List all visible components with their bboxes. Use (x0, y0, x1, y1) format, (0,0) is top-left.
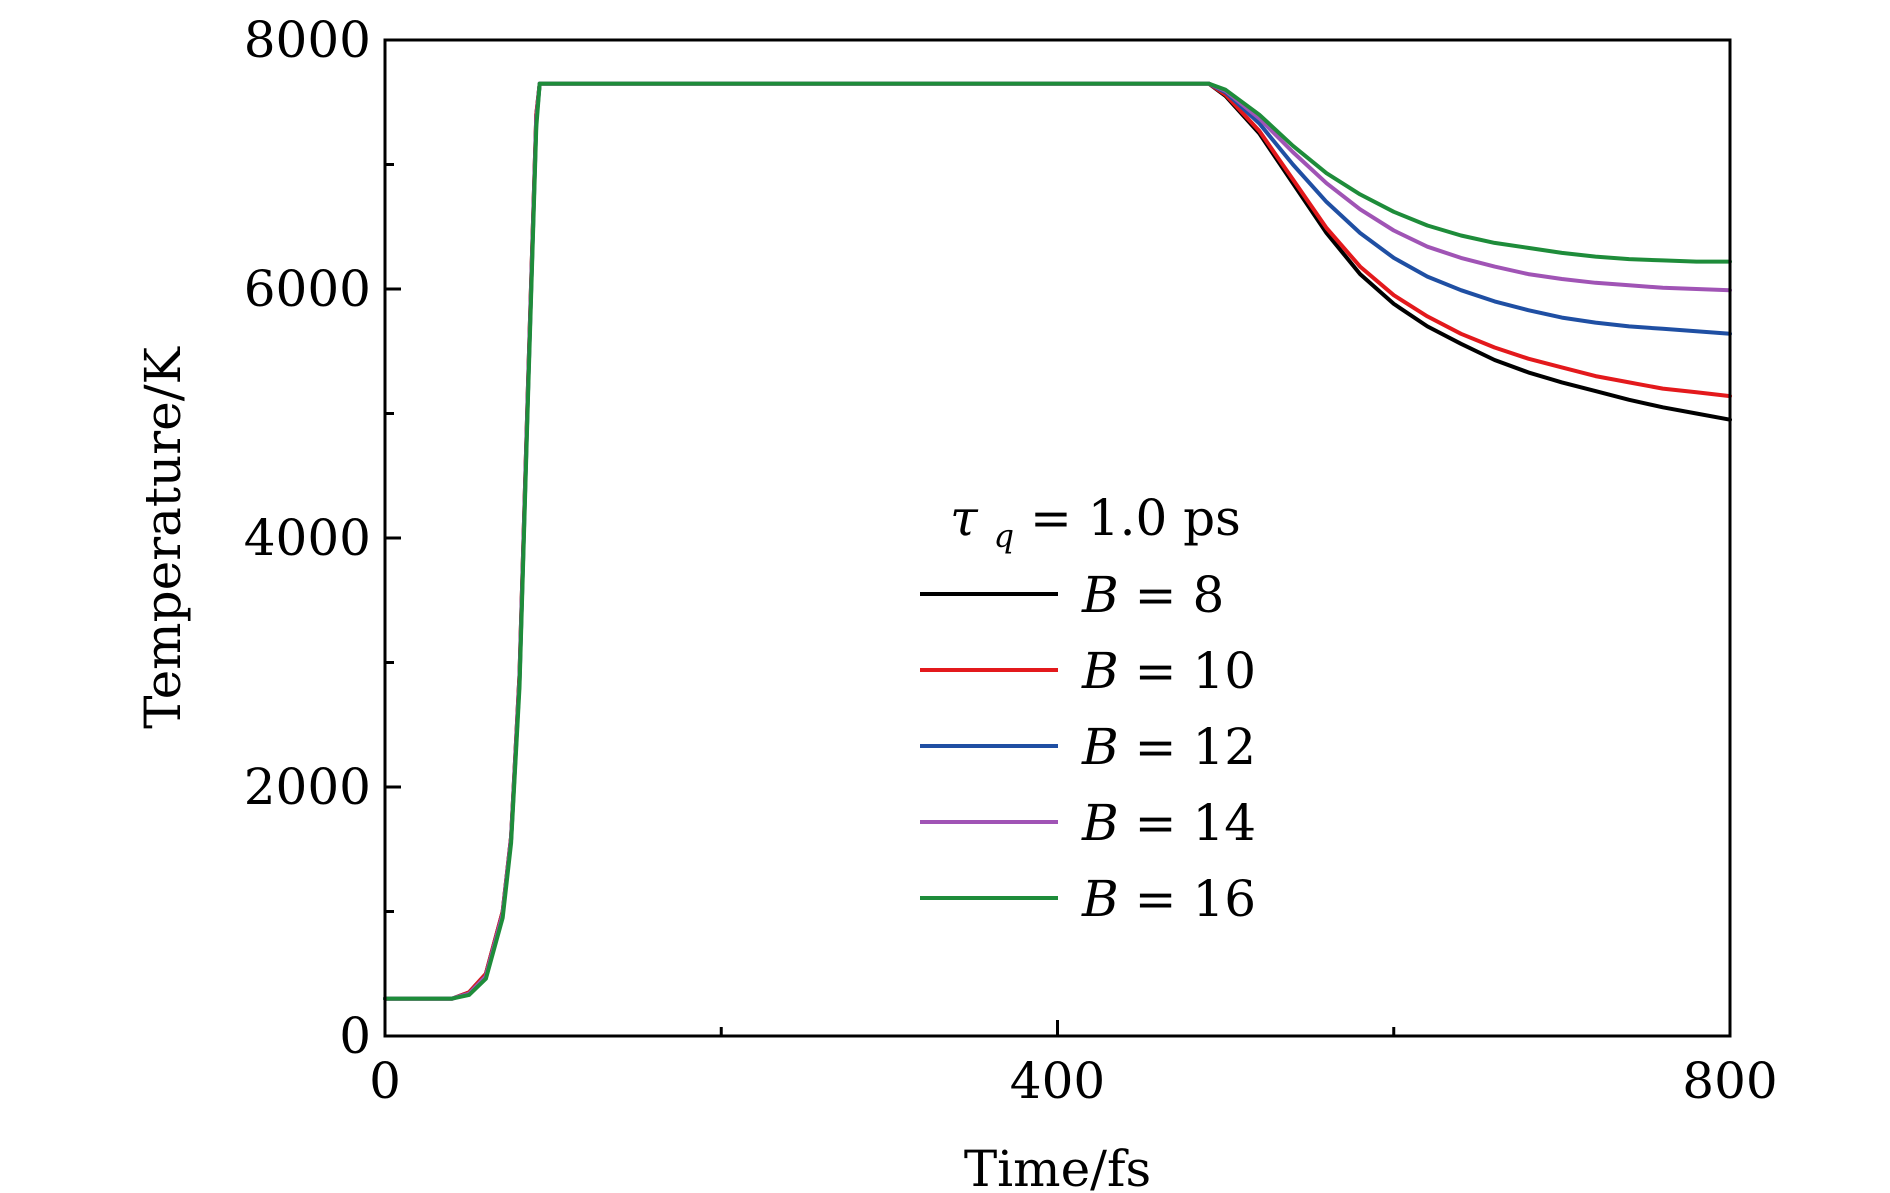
legend-title-subscript: q (994, 517, 1014, 555)
legend-entry-3: B = 12 (1081, 718, 1256, 776)
legend-title-rest: = 1.0 ps (1030, 489, 1241, 547)
legend-op: = (1119, 794, 1193, 852)
legend-title-symbol: τ (950, 489, 979, 547)
series-layer (383, 81, 1732, 1001)
legend-op: = (1119, 566, 1193, 624)
legend-entry-2: B = 10 (1081, 642, 1256, 700)
y-tick-label: 2000 (244, 758, 371, 816)
legend-op: = (1119, 870, 1193, 928)
y-tick-label: 4000 (244, 509, 371, 567)
legend-op: = (1119, 718, 1193, 776)
legend-val: 8 (1192, 566, 1224, 624)
y-axis-title: Temperature/K (134, 345, 192, 728)
legend-op: = (1119, 642, 1193, 700)
legend-val: 12 (1192, 718, 1256, 776)
legend-entry-4: B = 14 (1081, 794, 1256, 852)
legend-val: 16 (1192, 870, 1256, 928)
legend-val: 14 (1192, 794, 1256, 852)
y-tick-label: 0 (339, 1007, 371, 1065)
legend-var: B (1081, 566, 1119, 624)
x-axis-title: Time/fs (964, 1140, 1151, 1193)
legend-var: B (1081, 642, 1119, 700)
y-tick-label: 6000 (244, 260, 371, 318)
legend-var: B (1081, 794, 1119, 852)
y-tick-label: 8000 (244, 11, 371, 69)
x-tick-label: 800 (1682, 1052, 1777, 1110)
legend-entry-1: B = 8 (1081, 566, 1224, 624)
legend-var: B (1081, 718, 1119, 776)
series-line-5 (383, 81, 1732, 1001)
x-tick-label: 0 (369, 1052, 401, 1110)
legend-title: τ q = 1.0 ps (950, 489, 1241, 559)
legend-entry-5: B = 16 (1081, 870, 1256, 928)
legend-val: 10 (1192, 642, 1256, 700)
legend: τ q = 1.0 ps B = 8B = 10B = 12B = 14B = … (920, 489, 1256, 928)
legend-var: B (1081, 870, 1119, 928)
x-tick-label: 400 (1010, 1052, 1105, 1110)
